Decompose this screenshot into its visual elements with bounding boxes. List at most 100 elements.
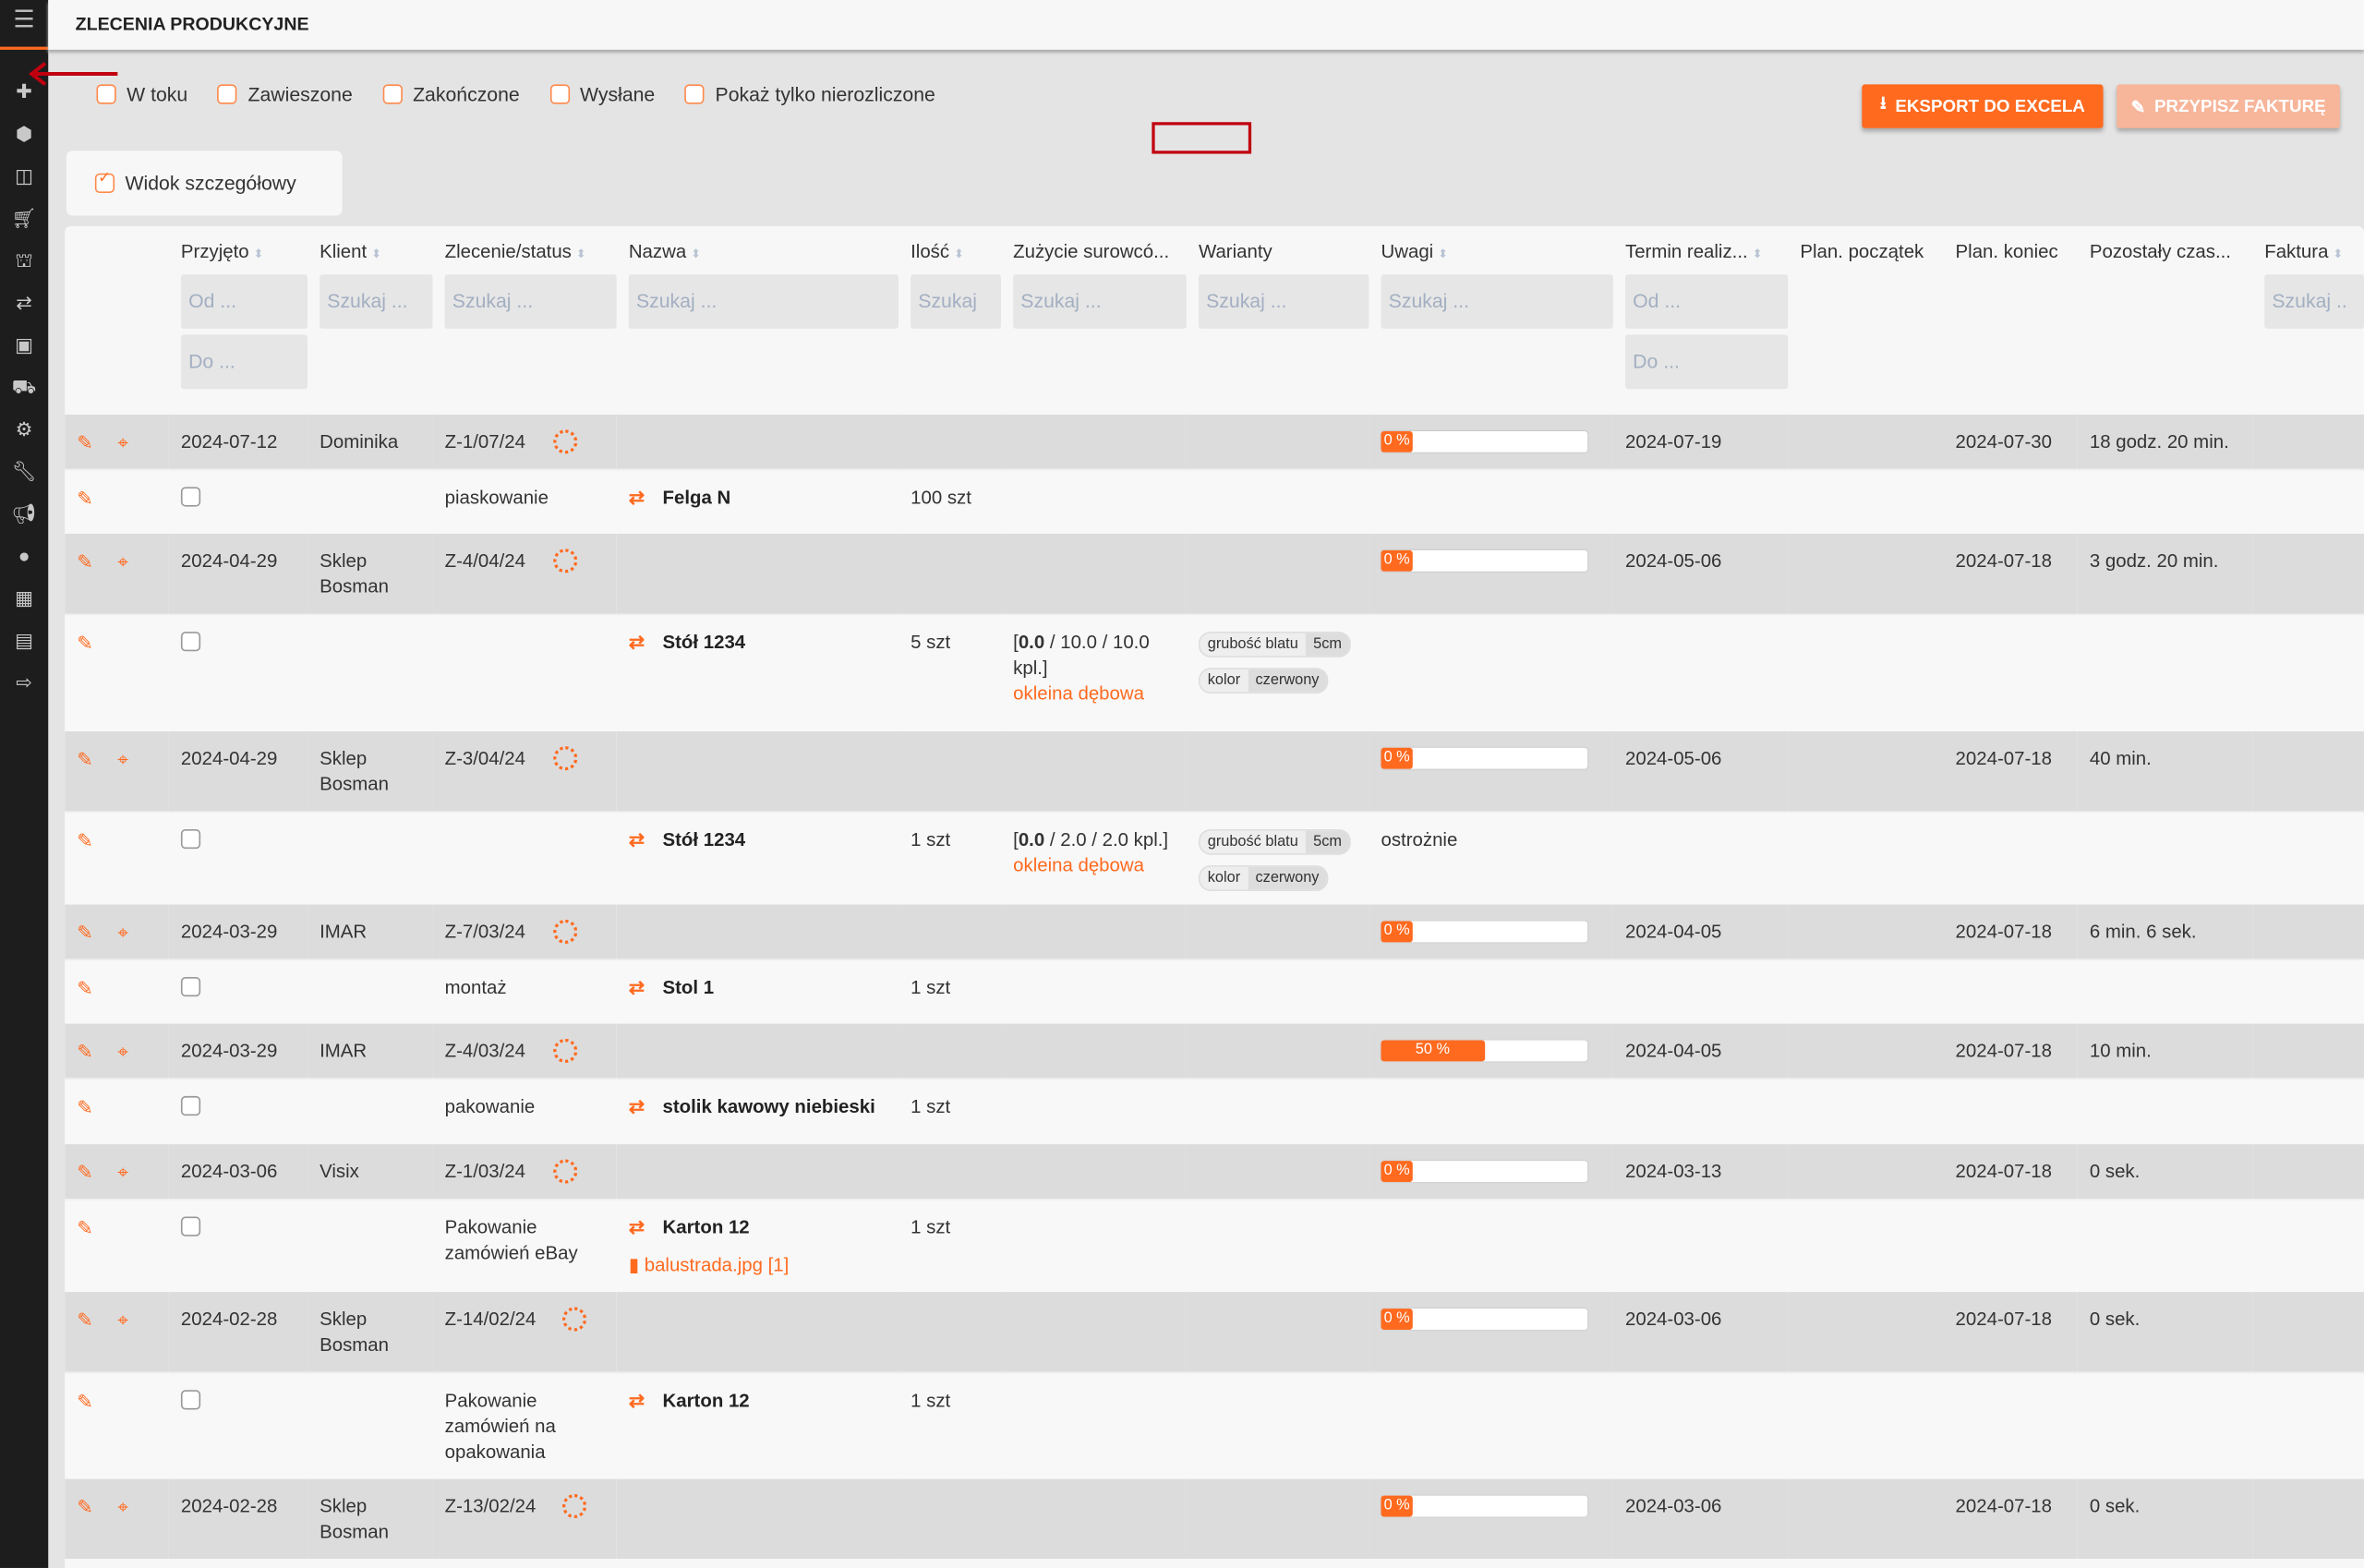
order-item-row[interactable]: ✎ pakowanie ⇄ stolik kawowy niebieski 1 szt <box>65 1077 2364 1145</box>
column-header[interactable]: Przyjęto ⬍ <box>169 226 308 274</box>
item-checkbox[interactable] <box>180 1095 201 1116</box>
order-number[interactable]: Z-4/03/24 <box>444 1040 526 1062</box>
order-item-row[interactable]: ✎ ⇄ Stół 1234 5 szt [0.0 / 10.0 / 10.0 kpl.]… <box>65 612 2364 731</box>
edit-icon[interactable]: ✎ <box>77 486 94 510</box>
edit-icon[interactable]: ✎ <box>77 747 94 771</box>
sort-icon[interactable]: ⬍ <box>691 247 702 261</box>
column-filter-input[interactable]: Szukaj ... <box>444 274 617 329</box>
column-header[interactable]: Plan. koniec <box>1943 226 2077 274</box>
sort-icon[interactable]: ⬍ <box>1752 247 1763 261</box>
edit-icon[interactable]: ✎ <box>77 921 94 945</box>
item-checkbox[interactable] <box>180 486 201 506</box>
order-number[interactable]: Z-7/03/24 <box>444 921 526 943</box>
order-item-row[interactable]: ✎ Pakowanie zamówień eBay ⇄ Karton 12 ▮ balu… <box>65 1198 2364 1293</box>
item-checkbox[interactable] <box>180 828 201 849</box>
order-number[interactable]: Z-3/04/24 <box>444 747 526 769</box>
edit-icon[interactable]: ✎ <box>77 828 94 851</box>
filter-checkbox[interactable] <box>382 84 403 104</box>
columns-icon[interactable]: ◫ <box>15 163 34 187</box>
order-row[interactable]: ✎ ⌖ 2024-03-06 Visix Z-1/03/24 0 % 2024-03-13 2… <box>65 1144 2364 1199</box>
bullhorn-icon[interactable]: 📢︎ <box>11 501 37 525</box>
column-header[interactable]: Zlecenie/status ⬍ <box>433 226 617 274</box>
order-row[interactable]: ✎ ⌖ 2024-02-28 Sklep Bosman Z-14/02/24 0 % 202… <box>65 1292 2364 1372</box>
crosshair-icon[interactable]: ⌖ <box>117 549 129 573</box>
column-filter-input[interactable]: Szukaj ... <box>1198 274 1369 329</box>
column-filter-input[interactable]: Od ... <box>180 274 308 329</box>
sitemap-icon[interactable]: ⛫ <box>15 248 33 271</box>
column-filter-to-input[interactable]: Do ... <box>180 334 308 390</box>
crosshair-icon[interactable]: ⌖ <box>117 921 129 945</box>
column-header[interactable]: Uwagi ⬍ <box>1369 226 1612 274</box>
cube-icon[interactable]: ⬢ <box>15 122 33 145</box>
filter-1[interactable]: Zawieszone <box>217 83 353 105</box>
crosshair-icon[interactable]: ⌖ <box>117 1161 129 1184</box>
material-link[interactable]: okleina dębowa <box>1013 853 1144 875</box>
sign-out-icon[interactable]: ⇨ <box>16 670 33 694</box>
calendar-icon[interactable]: ▦ <box>15 586 34 609</box>
edit-icon[interactable]: ✎ <box>77 1161 94 1184</box>
edit-icon[interactable]: ✎ <box>77 1309 94 1332</box>
exchange-icon[interactable]: ⇄ <box>16 291 33 314</box>
crosshair-icon[interactable]: ⌖ <box>117 430 129 454</box>
sort-icon[interactable]: ⬍ <box>253 247 264 261</box>
product-name[interactable]: Karton 12 <box>662 1389 750 1411</box>
order-row[interactable]: ✎ ⌖ 2024-04-29 Sklep Bosman Z-3/04/24 0 % 2024… <box>65 730 2364 812</box>
order-row[interactable]: ✎ ⌖ 2024-03-29 IMAR Z-4/03/24 50 % 2024-04-05 2… <box>65 1023 2364 1079</box>
briefcase-icon[interactable]: ▣ <box>15 332 34 356</box>
edit-icon[interactable]: ✎ <box>77 1495 94 1519</box>
truck-icon[interactable]: ⛟ <box>11 375 37 399</box>
product-name[interactable]: stolik kawowy niebieski <box>662 1095 875 1116</box>
edit-icon[interactable]: ✎ <box>77 631 94 654</box>
column-header[interactable]: Pozostały czas... <box>2078 226 2252 274</box>
crosshair-icon[interactable]: ⌖ <box>117 747 129 771</box>
filter-checkbox[interactable] <box>684 84 706 104</box>
column-filter-input[interactable]: Szukaj <box>911 274 1002 329</box>
cart-icon[interactable]: 🛒︎ <box>11 206 37 230</box>
order-row[interactable]: ✎ ⌖ 2024-03-29 IMAR Z-7/03/24 0 % 2024-04-05 20… <box>65 904 2364 959</box>
column-header[interactable]: Nazwa ⬍ <box>617 226 899 274</box>
order-number[interactable]: Z-13/02/24 <box>444 1495 537 1517</box>
crosshair-icon[interactable]: ⌖ <box>117 1495 129 1519</box>
order-row[interactable]: ✎ ⌖ 2024-02-28 Sklep Bosman Z-13/02/24 0 % 202… <box>65 1478 2364 1560</box>
item-checkbox[interactable] <box>180 631 201 651</box>
book-icon[interactable]: ▤ <box>15 628 34 652</box>
filter-3[interactable]: Wysłane <box>549 83 655 105</box>
column-filter-to-input[interactable]: Do ... <box>1624 334 1789 390</box>
filter-checkbox[interactable] <box>549 84 570 104</box>
column-filter-input[interactable]: Szukaj ... <box>628 274 899 329</box>
sort-icon[interactable]: ⬍ <box>1438 247 1449 261</box>
order-number[interactable]: Z-1/03/24 <box>444 1161 526 1182</box>
sort-icon[interactable]: ⬍ <box>371 247 382 261</box>
order-item-row[interactable]: ✎ ⇄ Stół 1234 1 szt [0.0 / 2.0 / 2.0 kpl.] ok… <box>65 810 2364 905</box>
item-checkbox[interactable] <box>180 1389 201 1409</box>
order-item-row[interactable]: ✎ montaż ⇄ Stol 1 1 szt <box>65 958 2364 1024</box>
edit-icon[interactable]: ✎ <box>77 1215 94 1239</box>
sort-icon[interactable]: ⬍ <box>575 247 586 261</box>
column-filter-input[interactable]: Szukaj .. <box>2264 274 2364 329</box>
column-filter-input[interactable]: Szukaj ... <box>1381 274 1613 329</box>
order-number[interactable]: Z-1/07/24 <box>444 430 526 452</box>
sort-icon[interactable]: ⬍ <box>2333 247 2344 261</box>
attachment-link[interactable]: ▮ balustrada.jpg [1] <box>629 1252 899 1278</box>
export-excel-button[interactable]: ⭳ EKSPORT DO EXCELA <box>1862 84 2104 128</box>
order-item-row[interactable]: ✎ Pakowanie zamówień na opakowania ⇄ Karton… <box>65 1370 2364 1479</box>
edit-icon[interactable]: ✎ <box>77 549 94 573</box>
cogs-icon[interactable]: ⚙ <box>15 417 33 440</box>
column-filter-input[interactable]: Szukaj ... <box>1013 274 1187 329</box>
order-item-row[interactable]: ✎ piaskowanie ⇄ Felga N 100 szt <box>65 467 2364 534</box>
product-name[interactable]: Stół 1234 <box>662 828 746 850</box>
edit-icon[interactable]: ✎ <box>77 1389 94 1412</box>
assign-invoice-button[interactable]: ✎ PRZYPISZ FAKTURĘ <box>2117 84 2340 128</box>
item-checkbox[interactable] <box>180 1215 201 1236</box>
wrench-icon[interactable]: 🔧︎ <box>11 459 37 483</box>
filter-checkbox[interactable] <box>217 84 238 104</box>
column-header[interactable]: Warianty <box>1187 226 1369 274</box>
column-header[interactable]: Ilość ⬍ <box>899 226 1001 274</box>
detail-view-toggle[interactable]: Widok szczegółowy <box>66 151 343 216</box>
edit-icon[interactable]: ✎ <box>77 1040 94 1064</box>
edit-icon[interactable]: ✎ <box>77 976 94 999</box>
column-filter-input[interactable]: Od ... <box>1624 274 1789 329</box>
edit-icon[interactable]: ✎ <box>77 1095 94 1118</box>
edit-icon[interactable]: ✎ <box>77 430 94 454</box>
filter-0[interactable]: W toku <box>96 83 187 105</box>
